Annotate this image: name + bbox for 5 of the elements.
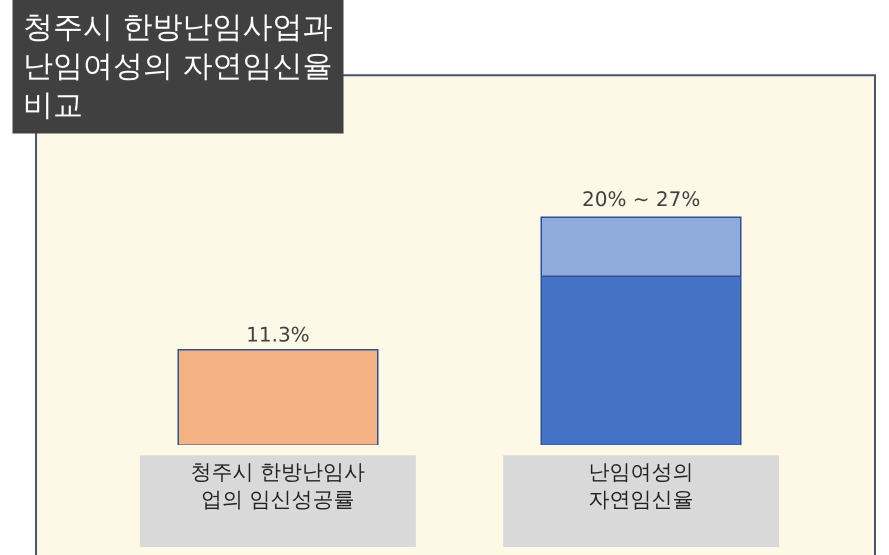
data-label: 11.3% [246, 322, 310, 347]
x-tick-label: 청주시 한방난임사 업의 임신성공률 [190, 460, 366, 512]
x-tick-label: 난임여성의 자연임신율 [588, 460, 694, 512]
chart-title: 청주시 한방난임사업과 난임여성의 자연임신율 비교 [23, 10, 333, 123]
annotation: 20% ~ 27% [582, 187, 700, 211]
